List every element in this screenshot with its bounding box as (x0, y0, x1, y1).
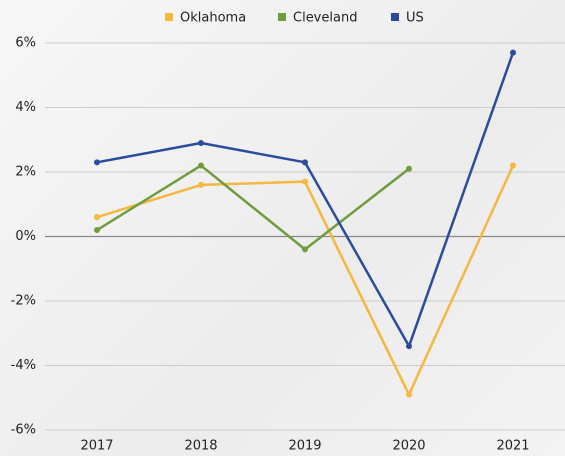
legend-label: Oklahoma (180, 11, 246, 26)
legend-swatch (391, 13, 399, 21)
legend-swatch (278, 13, 286, 21)
x-tick-label: 2019 (288, 439, 321, 454)
series-line (97, 166, 513, 395)
legend-label: Cleveland (293, 11, 357, 26)
point (198, 182, 204, 188)
y-tick-label: -6% (11, 423, 36, 438)
y-tick-label: 0% (15, 229, 36, 244)
point (406, 343, 412, 349)
point (198, 163, 204, 169)
y-tick-label: 6% (15, 36, 36, 51)
point (406, 392, 412, 398)
y-tick-label: -2% (11, 294, 36, 309)
point (302, 179, 308, 185)
point (510, 163, 516, 169)
x-tick-label: 2018 (184, 439, 217, 454)
legend-swatch (165, 13, 173, 21)
point (94, 159, 100, 165)
x-tick-label: 2021 (496, 439, 529, 454)
point (302, 246, 308, 252)
x-tick-label: 2017 (80, 439, 113, 454)
y-tick-label: 2% (15, 165, 36, 180)
y-tick-label: 4% (15, 100, 36, 115)
point (198, 140, 204, 146)
point (302, 159, 308, 165)
x-tick-label: 2020 (392, 439, 425, 454)
chart: -6% -4% -2% 0% 2% 4% 6% 2017 2018 2019 2020 2021 Okl… (0, 0, 565, 456)
legend-label: US (406, 11, 424, 26)
point (406, 166, 412, 172)
point (510, 50, 516, 56)
y-tick-label: -4% (11, 358, 36, 373)
point (94, 214, 100, 220)
point (94, 227, 100, 233)
